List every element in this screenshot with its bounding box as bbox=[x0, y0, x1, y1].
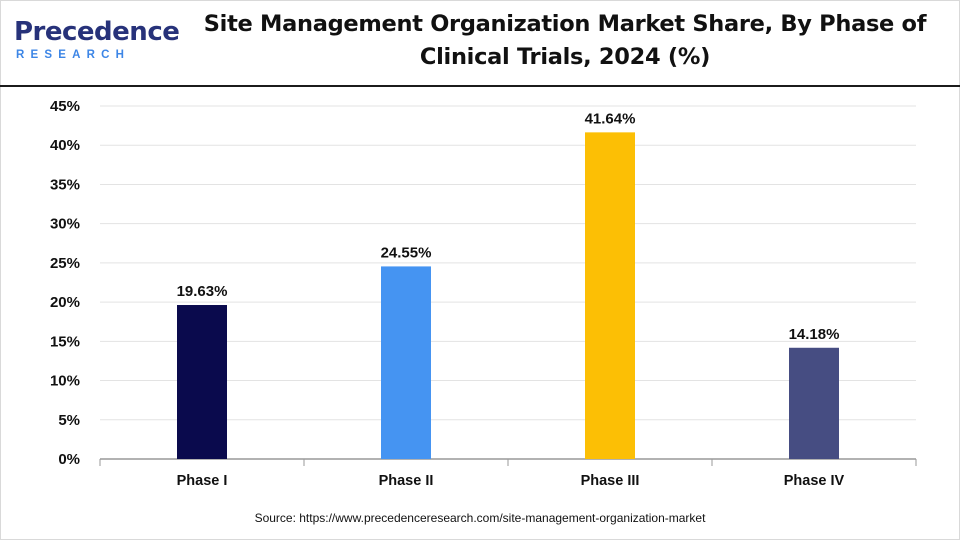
y-tick-label: 10% bbox=[50, 373, 80, 390]
x-tick-label: Phase I bbox=[177, 473, 228, 489]
y-tick-label: 15% bbox=[50, 333, 80, 350]
bar-phase-ii bbox=[381, 266, 431, 459]
bar-phase-iii bbox=[585, 132, 635, 459]
bar-phase-iv bbox=[789, 347, 839, 459]
logo-main-text: Precedence bbox=[14, 17, 180, 47]
x-tick-label: Phase III bbox=[581, 473, 640, 489]
x-tick-label: Phase II bbox=[379, 473, 434, 489]
chart-title-line-1: Site Management Organization Market Shar… bbox=[203, 11, 927, 37]
precedence-research-logo: Precedence RESEARCH bbox=[14, 18, 180, 66]
bar-phase-i bbox=[177, 305, 227, 459]
x-tick-label: Phase IV bbox=[784, 473, 845, 489]
data-label: 14.18% bbox=[789, 326, 840, 343]
y-tick-label: 0% bbox=[58, 451, 80, 468]
logo-sub-text: RESEARCH bbox=[16, 49, 131, 61]
y-tick-label: 20% bbox=[50, 294, 80, 311]
y-tick-label: 40% bbox=[50, 137, 80, 154]
header: Precedence RESEARCH Site Management Orga… bbox=[0, 0, 960, 84]
chart-title: Site Management Organization Market Shar… bbox=[200, 8, 930, 74]
y-tick-label: 35% bbox=[50, 176, 80, 193]
data-label: 24.55% bbox=[381, 244, 432, 261]
data-label: 19.63% bbox=[177, 283, 228, 300]
y-tick-label: 25% bbox=[50, 255, 80, 272]
bar-chart: 0% 5% 10% 15% 20% 25% 30% 35% 40% 45% 19.63% Phase … bbox=[50, 98, 917, 489]
source-note: Source: https://www.precedenceresearch.c… bbox=[254, 511, 706, 525]
data-label: 41.64% bbox=[585, 110, 636, 127]
header-divider bbox=[0, 85, 960, 87]
y-tick-label: 45% bbox=[50, 98, 80, 115]
y-tick-label: 30% bbox=[50, 216, 80, 233]
y-tick-label: 5% bbox=[58, 412, 80, 429]
chart-title-line-2: Clinical Trials, 2024 (%) bbox=[419, 44, 711, 70]
